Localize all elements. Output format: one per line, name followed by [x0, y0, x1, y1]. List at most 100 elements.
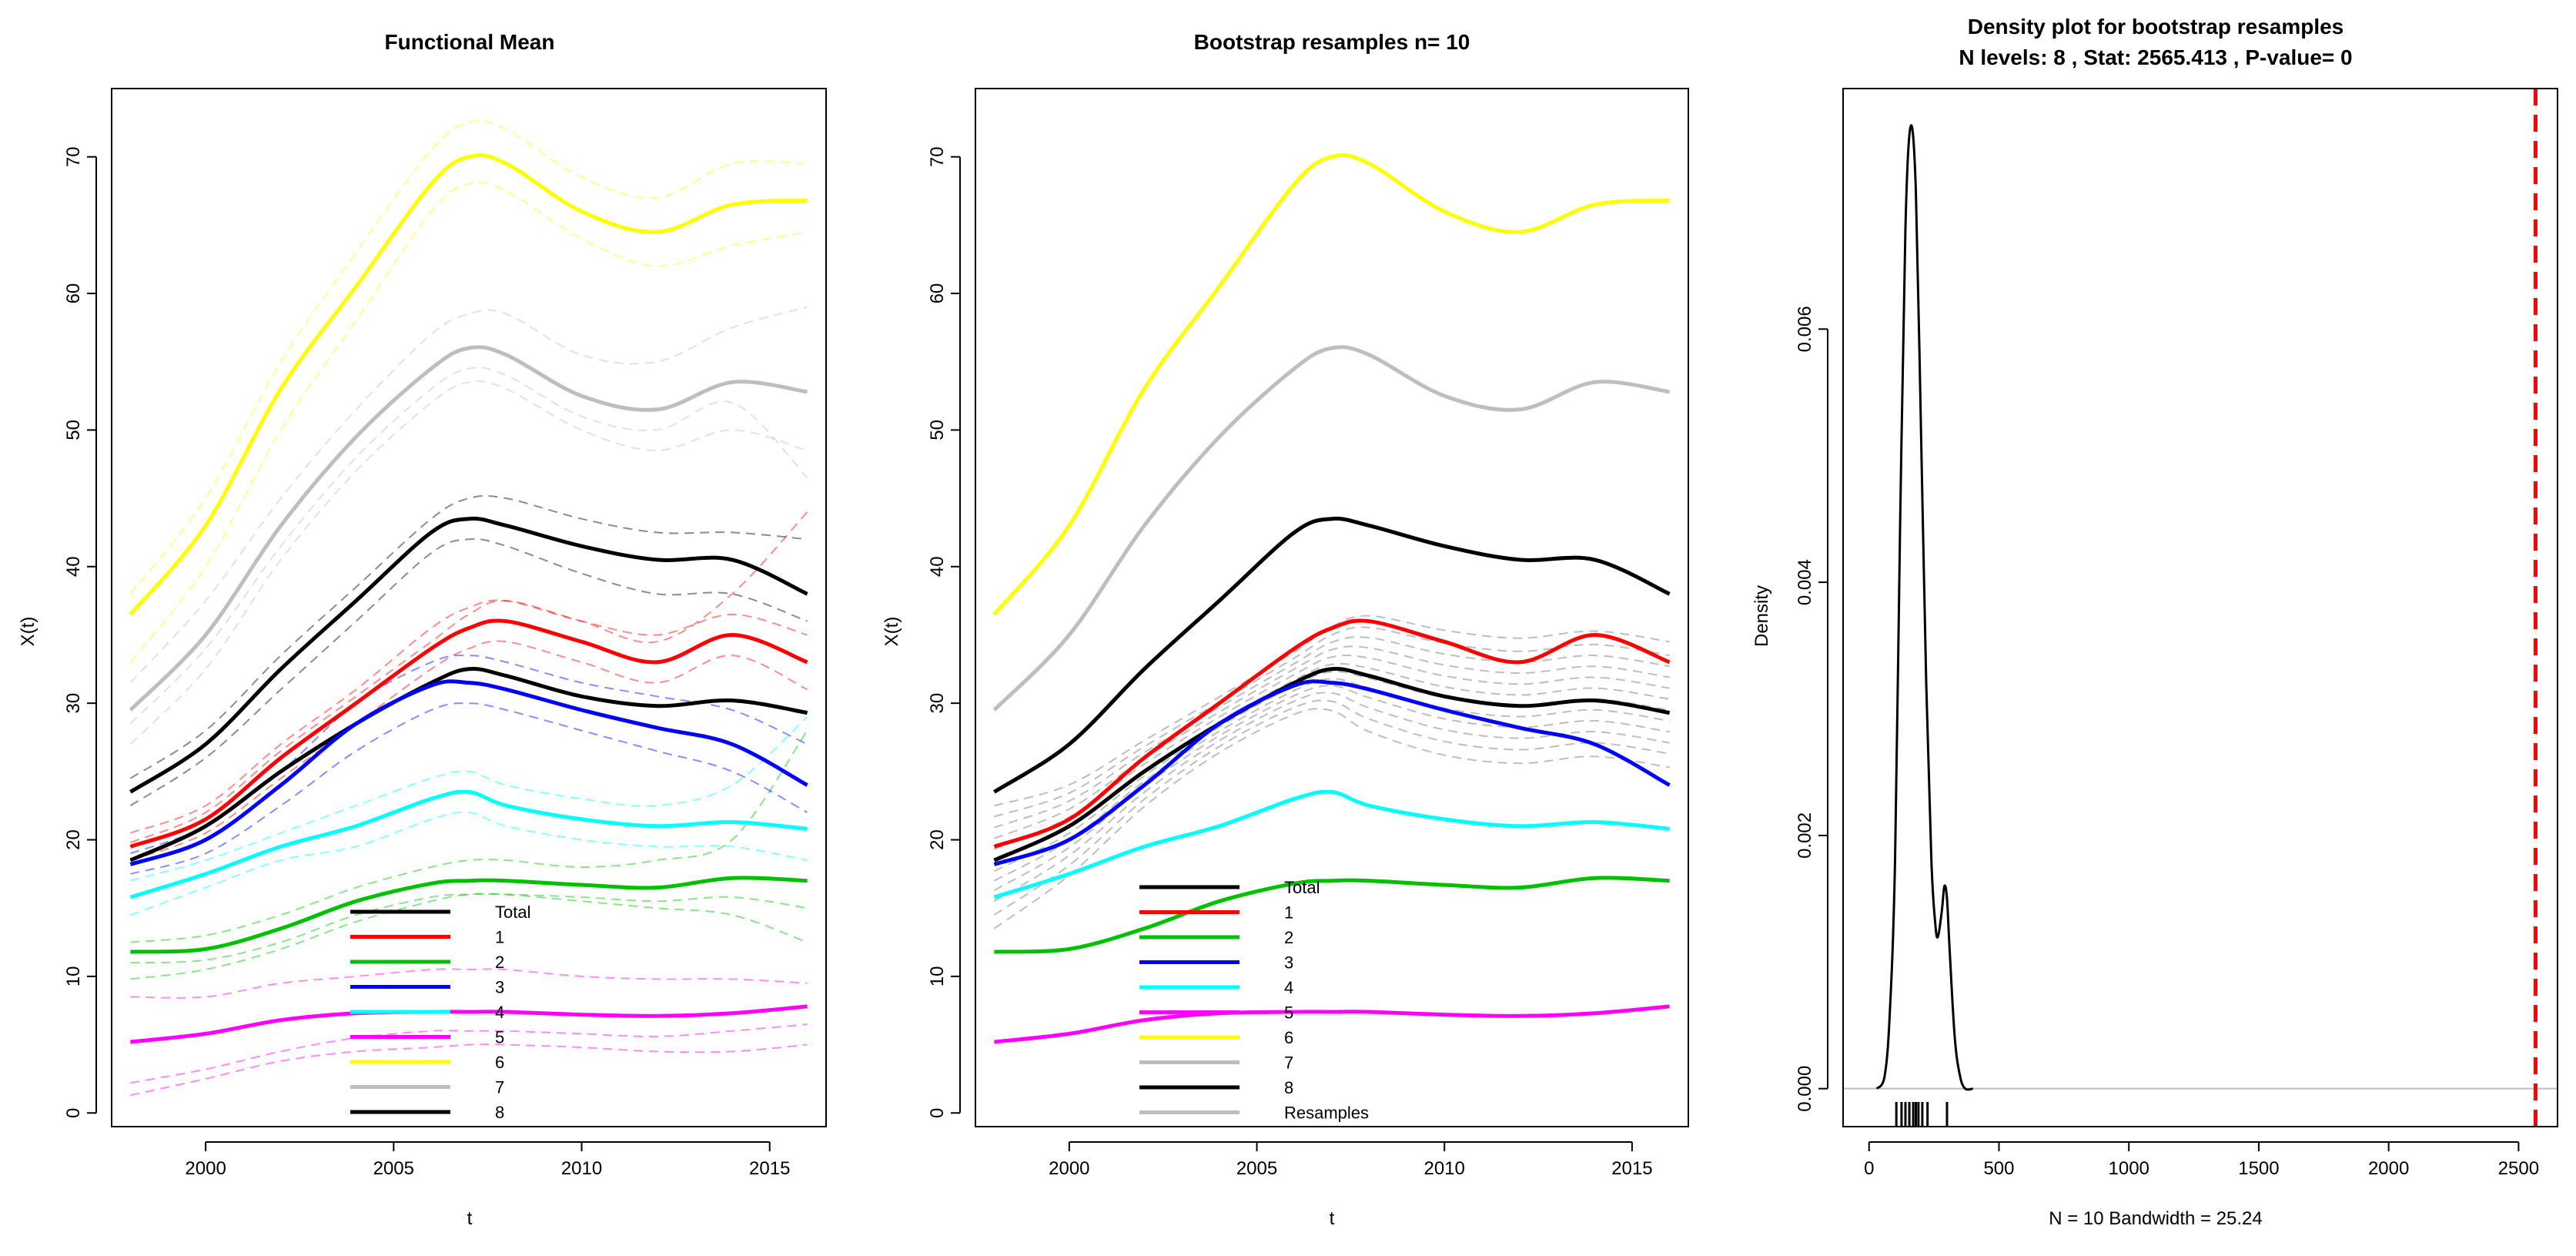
resample-curve [994, 626, 1670, 818]
y-tick-label: 20 [63, 829, 84, 850]
legend-label: 4 [1284, 978, 1293, 997]
individual-curve [130, 893, 808, 964]
density-curve [1875, 124, 1973, 1091]
individual-curve [130, 968, 808, 999]
x-tick-label: 2005 [1236, 1158, 1277, 1179]
individual-curve [129, 367, 808, 725]
x-tick-label: 2000 [2368, 1158, 2409, 1179]
legend-label: Total [495, 903, 530, 922]
chart-title: Density plot for bootstrap resamples [1968, 15, 2344, 39]
y-tick-label: 0 [63, 1108, 84, 1118]
y-tick-label: 20 [927, 829, 948, 850]
x-axis-label: t [467, 1208, 473, 1229]
series-line-8 [129, 516, 808, 794]
series-line-total [993, 667, 1671, 862]
individual-curve [129, 306, 808, 684]
legend-label: 7 [1284, 1053, 1293, 1073]
legend-label: 2 [1284, 928, 1293, 947]
x-tick-label: 0 [1864, 1158, 1874, 1179]
y-tick-label: 0.004 [1795, 559, 1815, 605]
y-tick-label: 60 [63, 283, 84, 304]
resample-curve [994, 645, 1670, 839]
legend-label: Resamples [1284, 1104, 1369, 1123]
plot-frame [975, 88, 1689, 1127]
individual-curve [129, 120, 808, 595]
y-tick-label: 50 [927, 420, 948, 440]
resample-curve [994, 655, 1670, 850]
x-tick-label: 2500 [2498, 1158, 2539, 1179]
x-tick-label: 2010 [561, 1158, 602, 1179]
series-line-1 [129, 618, 808, 849]
y-tick-label: 10 [63, 966, 84, 987]
legend-label: 5 [1284, 1003, 1293, 1023]
series-line-5 [994, 1004, 1670, 1044]
resample-curve [994, 636, 1670, 829]
individual-curve [130, 702, 808, 875]
y-tick-label: 70 [63, 146, 84, 167]
legend-label: 4 [495, 1003, 504, 1022]
x-tick-label: 2010 [1424, 1158, 1465, 1179]
plot-frame [1842, 88, 2558, 1127]
resample-curve [994, 615, 1670, 807]
resample-curve [993, 708, 1670, 929]
x-tick-label: 2015 [1611, 1158, 1652, 1179]
y-tick-label: 50 [63, 420, 84, 440]
individual-curve [130, 716, 808, 882]
x-axis-label: N = 10 Bandwidth = 25.24 [2049, 1208, 2263, 1229]
x-tick-label: 2015 [749, 1158, 790, 1179]
y-axis-label: Density [1751, 585, 1772, 647]
series-line-5 [130, 1004, 808, 1044]
x-tick-label: 1000 [2109, 1158, 2149, 1179]
resample-curve [993, 685, 1670, 892]
legend-label: 1 [495, 928, 504, 947]
series-line-2 [130, 876, 808, 954]
individual-curve [130, 511, 808, 844]
y-tick-label: 60 [927, 283, 948, 304]
y-axis-label: X(t) [18, 617, 38, 647]
legend-label: 6 [495, 1053, 504, 1072]
y-tick-label: 0.006 [1795, 306, 1815, 352]
panel-bootstrap-resamples: Bootstrap resamples n= 10 t X(t) 2000 200… [882, 30, 1689, 1229]
legend-label: 5 [495, 1028, 504, 1047]
resample-curve [993, 678, 1670, 882]
legend-label: 7 [495, 1078, 504, 1097]
individual-curve [130, 1023, 808, 1084]
plot-frame [111, 88, 827, 1127]
legend-label: 8 [495, 1103, 504, 1122]
individual-curve [130, 1043, 808, 1097]
y-tick-label: 10 [927, 966, 948, 987]
series-line-total [129, 667, 808, 862]
individual-curve [129, 380, 808, 745]
x-tick-label: 2000 [1049, 1158, 1089, 1179]
legend-label: 6 [1284, 1028, 1293, 1047]
series-line-8 [993, 516, 1671, 794]
y-tick-label: 0 [927, 1108, 948, 1118]
legend-label: 3 [1284, 953, 1293, 973]
chart-title: Functional Mean [385, 30, 555, 54]
y-tick-label: 30 [63, 693, 84, 714]
panel-density-plot: Density plot for bootstrap resamples N l… [1751, 15, 2558, 1229]
x-tick-label: 500 [1983, 1158, 2014, 1179]
individual-curve [129, 181, 808, 663]
x-tick-label: 2000 [185, 1158, 226, 1179]
y-tick-label: 30 [927, 693, 948, 714]
y-tick-label: 70 [927, 146, 948, 167]
series-line-6 [129, 152, 808, 616]
y-tick-label: 0.002 [1795, 812, 1815, 859]
individual-curve [129, 538, 808, 807]
individual-curve [130, 811, 808, 916]
series-line-2 [994, 876, 1670, 954]
chart-subtitle: N levels: 8 , Stat: 2565.413 , P-value= … [1959, 45, 2352, 69]
series-line-4 [993, 789, 1670, 899]
individual-curve [130, 893, 808, 980]
y-tick-label: 40 [927, 556, 948, 577]
legend-label: 8 [1284, 1078, 1293, 1097]
y-tick-label: 40 [63, 556, 84, 577]
x-tick-label: 2005 [373, 1158, 414, 1179]
x-tick-label: 1500 [2238, 1158, 2279, 1179]
individual-curve [130, 730, 808, 943]
series-line-7 [129, 345, 808, 712]
series-line-3 [129, 679, 808, 866]
